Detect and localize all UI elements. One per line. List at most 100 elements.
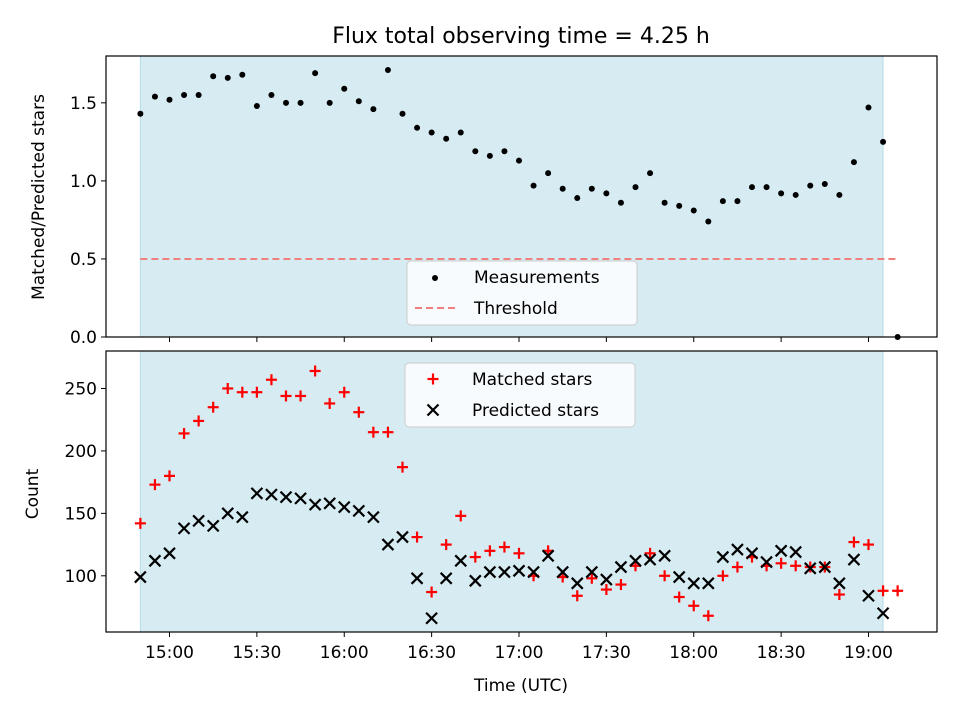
top-y-axis-label: Matched/Predicted stars (29, 94, 49, 300)
measurement-point (399, 110, 406, 117)
matched-star-point (775, 557, 787, 569)
matched-star-point (659, 570, 671, 582)
predicted-star-point (833, 577, 846, 590)
predicted-star-point (818, 560, 832, 574)
predicted-star-point (236, 510, 249, 524)
predicted-star-point (702, 577, 715, 590)
x-axis-label: Time (UTC) (473, 676, 568, 696)
predicted-star-point (745, 547, 759, 560)
matched-star-point (193, 415, 205, 427)
measurement-point (384, 67, 391, 74)
measurement-point (807, 182, 814, 189)
measurement-point (588, 185, 595, 192)
measurement-point (778, 190, 785, 197)
matched-star-point (353, 406, 365, 418)
matched-star-point (178, 427, 190, 439)
x-tick-label: 15:00 (145, 643, 194, 663)
predicted-star-point (760, 555, 773, 569)
measurement-point (865, 104, 872, 111)
predicted-star-point (527, 565, 540, 579)
matched-star-point (702, 610, 714, 622)
matched-star-point (149, 479, 161, 491)
matched-star-point (309, 365, 321, 377)
predicted-star-point (687, 577, 701, 590)
measurement-point (239, 71, 246, 78)
matched-star-point (673, 591, 685, 603)
measurement-point (151, 93, 158, 100)
predicted-star-point (337, 500, 351, 514)
top-y-tick-label: 0.5 (70, 250, 97, 270)
measurement-point (137, 110, 144, 117)
predicted-star-point (439, 572, 453, 585)
predicted-star-point (498, 565, 511, 579)
matched-star-point (397, 461, 408, 473)
predicted-star-point (803, 562, 817, 575)
legend-measurements-icon (432, 275, 438, 281)
matched-star-point (790, 560, 802, 572)
measurement-point (661, 199, 668, 206)
matched-star-point (586, 572, 598, 584)
predicted-star-point (731, 543, 744, 556)
matched-star-point (236, 386, 248, 398)
legend-matched-stars-icon (427, 373, 439, 385)
matched-star-point (600, 584, 612, 596)
predicted-star-point (294, 492, 307, 505)
measurement-point (312, 70, 319, 77)
measurement-point (195, 92, 202, 99)
predicted-star-point (221, 507, 235, 520)
predicted-star-point (192, 514, 205, 528)
measurement-point (676, 202, 683, 209)
measurement-point (559, 185, 566, 192)
x-tick-label: 16:30 (407, 643, 456, 663)
predicted-star-point (556, 565, 569, 579)
measurement-point (850, 159, 857, 166)
measurement-point (705, 218, 712, 225)
matched-star-point (338, 386, 350, 398)
matched-star-point (863, 539, 874, 551)
predicted-star-point (716, 550, 730, 564)
measurement-point (414, 124, 421, 131)
x-tick-label: 17:00 (495, 643, 544, 663)
matched-star-point (513, 547, 525, 559)
x-tick-label: 16:00 (320, 643, 369, 663)
matched-star-point (280, 390, 292, 402)
ratio-panel: 0.0 0.5 1.0 1.5 Measurements Threshold (70, 55, 938, 348)
matched-star-point (164, 470, 175, 482)
measurement-point (880, 138, 887, 145)
predicted-star-point (483, 565, 497, 579)
predicted-star-point (469, 574, 482, 588)
measurement-point (632, 184, 639, 191)
predicted-star-point (308, 498, 322, 511)
x-tick-label: 18:30 (757, 643, 806, 663)
matched-star-point (324, 397, 336, 409)
predicted-star-point (148, 554, 162, 568)
predicted-star-point (410, 572, 424, 585)
predicted-star-point (250, 487, 264, 500)
measurement-point (268, 92, 275, 99)
measurement-point (530, 182, 537, 189)
predicted-star-point (876, 606, 890, 620)
measurement-point (836, 191, 843, 198)
x-tick-label: 19:00 (844, 643, 893, 663)
measurement-point (253, 102, 260, 109)
predicted-star-point (629, 554, 642, 568)
matched-star-point (484, 545, 496, 557)
measurement-point (486, 152, 493, 159)
predicted-star-point (789, 545, 802, 559)
matched-star-point (426, 586, 438, 598)
measurement-point (821, 181, 828, 188)
measurement-point (370, 106, 377, 113)
legend-label: Threshold (473, 299, 558, 319)
bottom-legend: Matched stars Predicted stars (404, 362, 636, 428)
bottom-y-tick-label: 250 (65, 379, 97, 399)
measurement-point (603, 190, 610, 197)
predicted-star-point (672, 570, 686, 584)
measurement-point (355, 98, 362, 105)
predicted-star-point (512, 564, 526, 578)
matched-star-point (382, 426, 394, 438)
matched-star-point (295, 390, 307, 402)
measurement-point (326, 99, 333, 106)
matched-star-point (717, 570, 729, 582)
matched-star-point (265, 374, 277, 386)
measurement-point (545, 170, 552, 177)
